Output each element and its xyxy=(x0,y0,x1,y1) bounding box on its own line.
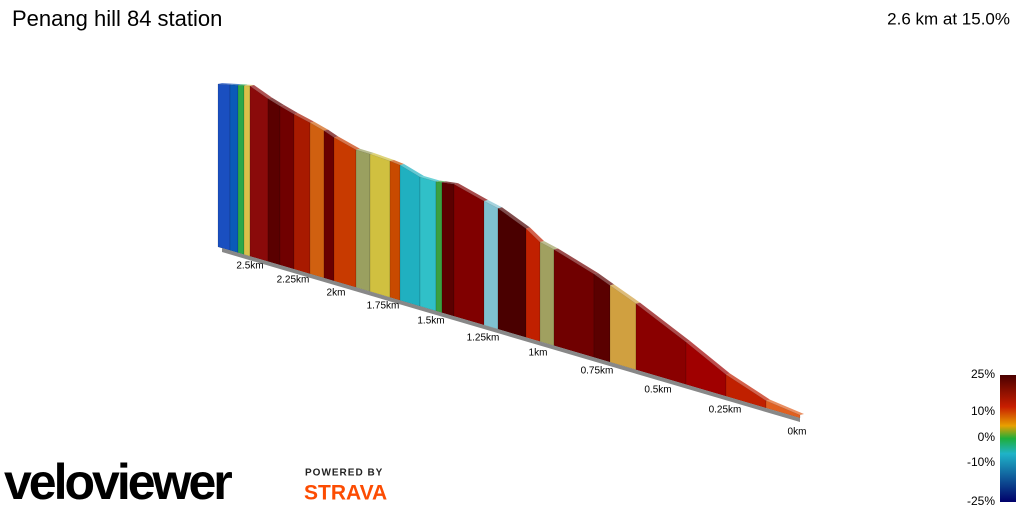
profile-slice xyxy=(279,105,295,270)
profile-top xyxy=(726,373,770,401)
distance-label: 0.75km xyxy=(581,366,614,377)
logo: veloviewer xyxy=(4,454,232,510)
profile-top xyxy=(238,84,248,86)
scale-label: -10% xyxy=(967,455,995,469)
profile-top xyxy=(356,148,374,154)
profile-top xyxy=(310,121,328,131)
profile-base xyxy=(222,248,800,422)
profile-top xyxy=(454,183,488,201)
profile-slice xyxy=(217,83,231,251)
profile-top xyxy=(610,284,640,304)
profile-top xyxy=(230,83,242,86)
elevation-profile xyxy=(217,83,804,422)
distance-label: 1.25km xyxy=(467,333,500,344)
profile-top xyxy=(334,136,360,150)
distance-axis: 2.5km 2.25km 2km 1.75km 1.5km 1.25km 1km 0.75km… xyxy=(236,261,806,438)
distance-label: 0km xyxy=(788,427,807,438)
profile-top xyxy=(442,181,458,185)
profile-slice xyxy=(435,181,443,314)
distance-label: 1km xyxy=(529,348,548,359)
profile-top xyxy=(498,207,530,229)
profile-top xyxy=(526,227,544,242)
profile-slice xyxy=(553,249,595,358)
scale-label: 25% xyxy=(971,367,995,381)
profile-slice xyxy=(237,84,245,255)
gradient-scale: 25% 10% 0% -10% -25% xyxy=(967,367,995,508)
profile-top xyxy=(686,341,730,375)
powered-by: POWERED BY xyxy=(305,468,383,479)
distance-label: 1.75km xyxy=(367,301,400,312)
profile-slice xyxy=(267,98,281,266)
profile-slice xyxy=(497,207,527,338)
profile-slice xyxy=(229,84,239,254)
profile-slice xyxy=(243,85,251,257)
profile-top xyxy=(268,97,284,106)
profile-top xyxy=(766,399,804,415)
profile-top xyxy=(250,85,272,99)
profile-top xyxy=(280,105,298,115)
distance-label: 0.5km xyxy=(644,385,671,396)
profile-top xyxy=(370,153,394,161)
scale-label: 10% xyxy=(971,404,995,418)
profile-top xyxy=(540,241,558,250)
profile-slice xyxy=(593,273,611,363)
strava: STRAVA xyxy=(304,482,387,505)
profile-top xyxy=(218,83,234,85)
stats: 2.6 km at 15.0% xyxy=(887,9,1010,28)
profile-slice xyxy=(441,182,455,317)
profile-slice xyxy=(323,130,335,282)
profile-top xyxy=(636,302,690,343)
profile-slice xyxy=(293,113,311,275)
profile-slice xyxy=(539,241,555,346)
profile-top xyxy=(554,248,598,274)
scale-label: 0% xyxy=(978,430,996,444)
profile-top xyxy=(436,180,446,183)
profile-slice xyxy=(453,183,485,326)
profile-slice xyxy=(399,164,421,307)
title: Penang hill 84 station xyxy=(12,6,222,31)
profile-top xyxy=(324,129,338,138)
profile-slice xyxy=(369,153,391,298)
gradient-colorbar xyxy=(1000,375,1016,502)
distance-label: 1.5km xyxy=(417,316,444,327)
profile-top xyxy=(400,164,424,177)
scale-label: -25% xyxy=(967,494,995,508)
profile-top xyxy=(594,273,614,286)
profile-top xyxy=(420,176,440,182)
profile-top xyxy=(390,160,404,165)
profile-slice xyxy=(389,160,401,301)
profile-top xyxy=(294,113,314,123)
distance-label: 2.5km xyxy=(236,261,263,272)
distance-label: 2.25km xyxy=(277,275,310,286)
profile-slice xyxy=(249,85,269,262)
profile-slice xyxy=(419,176,437,312)
profile-slice xyxy=(525,227,541,342)
profile-slice xyxy=(483,200,499,330)
profile-top xyxy=(244,84,254,86)
profile-top xyxy=(484,200,502,209)
profile-slice xyxy=(333,136,357,288)
profile-slice xyxy=(309,122,325,279)
distance-label: 2km xyxy=(327,288,346,299)
profile-slice xyxy=(355,149,371,292)
distance-label: 0.25km xyxy=(709,405,742,416)
